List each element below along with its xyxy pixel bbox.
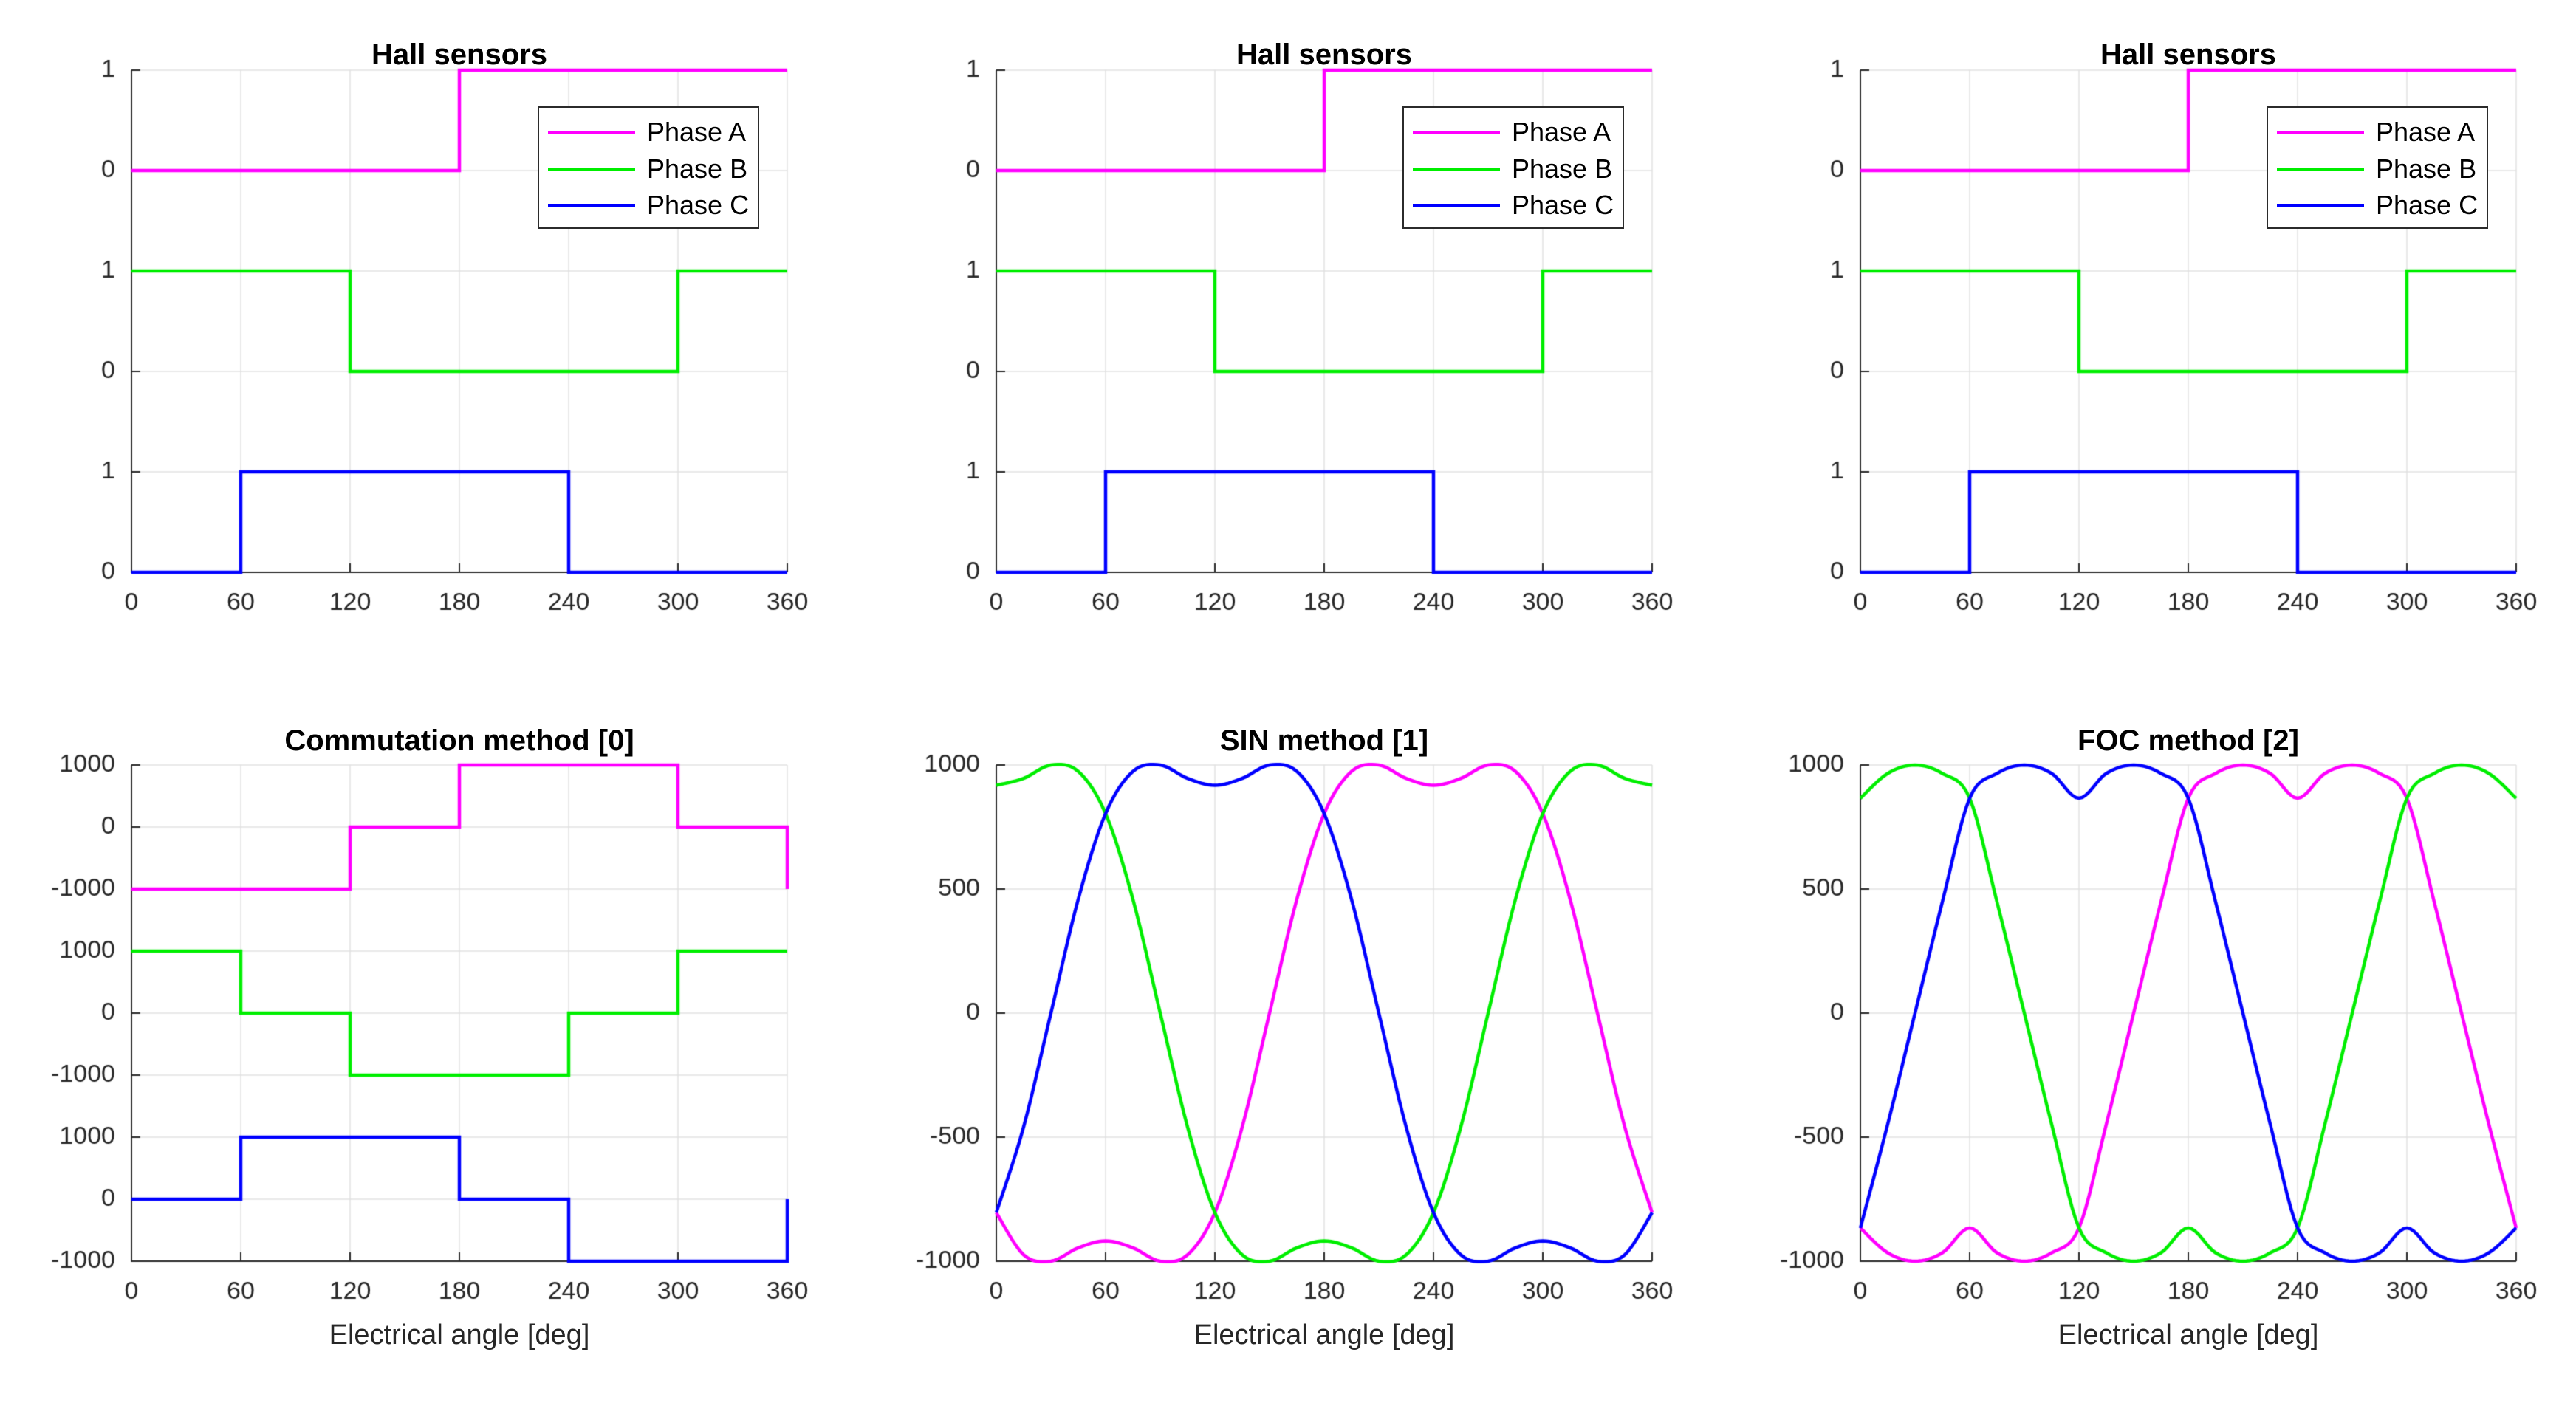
legend-item-phase-c: Phase C	[1404, 189, 1614, 222]
legend-hall-2: Phase A Phase B Phase C	[1402, 106, 1624, 229]
legend-hall-1: Phase A Phase B Phase C	[538, 106, 759, 229]
phase-b-line-sample	[2277, 167, 2364, 171]
phase-a-line-sample	[1413, 130, 1500, 134]
legend-label-phase-a: Phase A	[1512, 117, 1611, 147]
legend-label-phase-b: Phase B	[2376, 154, 2477, 184]
legend-item-phase-b: Phase B	[1404, 153, 1612, 185]
legend-item-phase-a: Phase A	[2268, 116, 2475, 148]
phase-c-line-sample	[1413, 203, 1500, 207]
plot-title-hall-2: Hall sensors	[1236, 38, 1412, 71]
legend-item-phase-c: Phase C	[2268, 189, 2478, 222]
x-axis-label-commutation: Electrical angle [deg]	[329, 1320, 590, 1351]
phase-a-line-sample	[2277, 130, 2364, 134]
plot-title-hall-1: Hall sensors	[371, 38, 547, 71]
legend-label-phase-c: Phase C	[647, 190, 750, 220]
legend-label-phase-b: Phase B	[1512, 154, 1613, 184]
phase-c-line-sample	[548, 203, 635, 207]
phase-b-line-sample	[548, 167, 635, 171]
legend-item-phase-b: Phase B	[2268, 153, 2476, 185]
legend-label-phase-c: Phase C	[1512, 190, 1614, 220]
legend-label-phase-a: Phase A	[647, 117, 747, 147]
plot-title-foc: FOC method [2]	[2077, 724, 2299, 757]
legend-item-phase-b: Phase B	[539, 153, 747, 185]
x-axis-label-sin: Electrical angle [deg]	[1193, 1320, 1455, 1351]
phase-b-line-sample	[1413, 167, 1500, 171]
plot-title-hall-3: Hall sensors	[2100, 38, 2276, 71]
legend-item-phase-c: Phase C	[539, 189, 749, 222]
plot-title-commutation: Commutation method [0]	[284, 724, 634, 757]
legend-item-phase-a: Phase A	[1404, 116, 1611, 148]
legend-item-phase-a: Phase A	[539, 116, 746, 148]
plot-title-sin: SIN method [1]	[1219, 724, 1429, 757]
x-axis-label-foc: Electrical angle [deg]	[2058, 1320, 2319, 1351]
phase-c-line-sample	[2277, 203, 2364, 207]
legend-label-phase-c: Phase C	[2376, 190, 2479, 220]
phase-a-line-sample	[548, 130, 635, 134]
legend-label-phase-a: Phase A	[2376, 117, 2476, 147]
legend-hall-3: Phase A Phase B Phase C	[2267, 106, 2488, 229]
legend-label-phase-b: Phase B	[647, 154, 748, 184]
